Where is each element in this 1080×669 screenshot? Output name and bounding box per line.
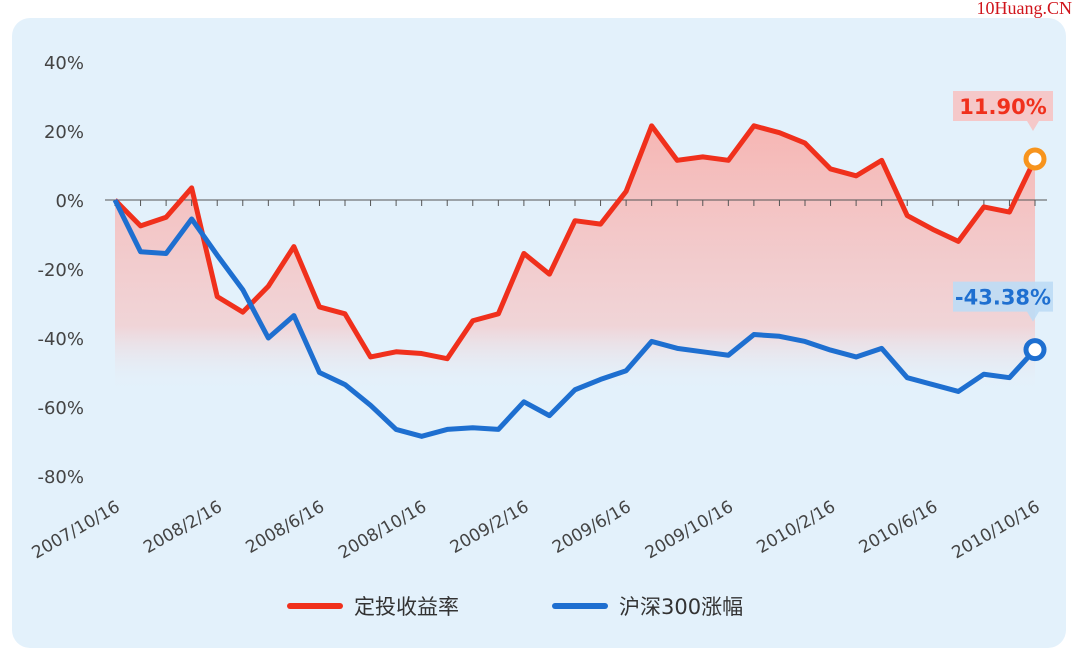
callout-box <box>953 90 1053 131</box>
data-label: 11.90% <box>959 95 1046 119</box>
data-label: -43.38% <box>955 286 1051 310</box>
y-tick-label: 0% <box>55 191 84 212</box>
end-marker <box>1023 147 1047 171</box>
y-tick-label: -40% <box>37 329 84 350</box>
legend-label: 定投收益率 <box>354 595 459 619</box>
watermark: 10Huang.CN <box>977 0 1073 18</box>
y-tick-label: -20% <box>37 260 84 281</box>
y-tick-label: -60% <box>37 398 84 419</box>
series-line <box>112 198 1037 439</box>
series-line <box>113 123 1038 362</box>
legend-label: 沪深300涨幅 <box>619 595 743 619</box>
y-tick-label: 40% <box>44 53 84 74</box>
y-tick-label: -80% <box>37 467 84 488</box>
area-fill <box>115 125 1035 394</box>
callout-box <box>953 281 1053 322</box>
end-marker <box>1023 338 1047 362</box>
y-tick-label: 20% <box>44 122 84 143</box>
